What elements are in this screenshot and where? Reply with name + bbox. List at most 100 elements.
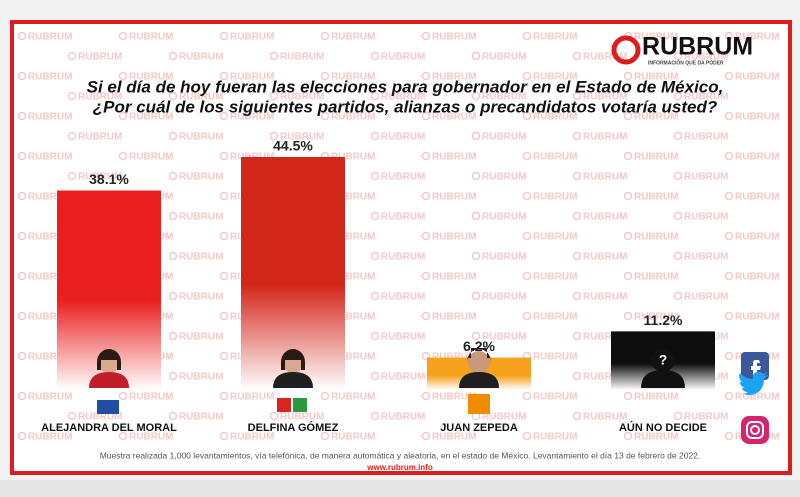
watermark: RUBRUM: [684, 132, 728, 143]
watermark-icon: [421, 111, 431, 121]
watermark-icon: [168, 171, 178, 181]
watermark: RUBRUM: [583, 372, 627, 383]
watermark: RUBRUM: [533, 432, 577, 443]
instagram-glyph: [746, 421, 764, 439]
watermark-icon: [522, 111, 532, 121]
watermark-icon: [724, 391, 734, 401]
watermark: RUBRUM: [583, 52, 627, 63]
watermark-icon: [572, 211, 582, 221]
watermark-icon: [421, 311, 431, 321]
watermark-icon: [168, 291, 178, 301]
watermark-icon: [17, 151, 27, 161]
watermark: RUBRUM: [78, 412, 122, 423]
watermark: RUBRUM: [179, 52, 223, 63]
watermark: RUBRUM: [482, 252, 526, 263]
watermark-icon: [623, 231, 633, 241]
watermark: RUBRUM: [129, 392, 173, 403]
watermark: RUBRUM: [634, 192, 678, 203]
watermark: RUBRUM: [78, 52, 122, 63]
watermark: RUBRUM: [28, 72, 72, 83]
party-badge: [468, 394, 490, 414]
watermark: RUBRUM: [179, 172, 223, 183]
watermark-icon: [471, 51, 481, 61]
watermark: RUBRUM: [533, 232, 577, 243]
watermark: RUBRUM: [432, 152, 476, 163]
watermark: RUBRUM: [684, 292, 728, 303]
watermark-icon: [219, 431, 229, 441]
watermark-icon: [623, 191, 633, 201]
watermark: RUBRUM: [432, 232, 476, 243]
watermark-icon: [17, 111, 27, 121]
footnote: Muestra realizada 1,000 levantamientos, …: [100, 450, 701, 460]
party-badge: [97, 400, 119, 414]
watermark-icon: [17, 31, 27, 41]
watermark: RUBRUM: [634, 152, 678, 163]
watermark-icon: [522, 151, 532, 161]
watermark: RUBRUM: [28, 152, 72, 163]
watermark-icon: [219, 191, 229, 201]
category-label: JUAN ZEPEDA: [440, 422, 518, 434]
watermark: RUBRUM: [331, 32, 375, 43]
watermark-icon: [67, 51, 77, 61]
watermark-icon: [370, 131, 380, 141]
logo-tagline: INFORMACIÓN QUE DA PODER: [648, 58, 724, 66]
watermark: RUBRUM: [482, 52, 526, 63]
watermark: RUBRUM: [634, 72, 678, 83]
watermark: RUBRUM: [634, 392, 678, 403]
watermark-icon: [370, 291, 380, 301]
value-label: 11.2%: [644, 312, 683, 328]
watermark-icon: [168, 91, 178, 101]
watermark: RUBRUM: [432, 272, 476, 283]
watermark: RUBRUM: [735, 152, 779, 163]
watermark: RUBRUM: [583, 412, 627, 423]
watermark-icon: [623, 111, 633, 121]
watermark: RUBRUM: [735, 32, 779, 43]
watermark-icon: [67, 91, 77, 101]
watermark-icon: [269, 91, 279, 101]
watermark: RUBRUM: [381, 372, 425, 383]
watermark-icon: [724, 231, 734, 241]
watermark-icon: [522, 71, 532, 81]
category-label: ALEJANDRA DEL MORAL: [41, 422, 177, 434]
twitter-icon: [739, 371, 768, 396]
watermark: RUBRUM: [583, 252, 627, 263]
watermark-icon: [168, 331, 178, 341]
watermark-icon: [724, 311, 734, 321]
watermark-icon: [572, 291, 582, 301]
watermark: RUBRUM: [331, 152, 375, 163]
portrait-hair: [97, 349, 121, 370]
watermark-icon: [421, 351, 431, 361]
watermark-icon: [320, 431, 330, 441]
watermark-icon: [421, 231, 431, 241]
watermark-icon: [67, 411, 77, 421]
watermark-icon: [673, 51, 683, 61]
watermark: RUBRUM: [280, 52, 324, 63]
watermark-icon: [320, 111, 330, 121]
watermark: RUBRUM: [533, 312, 577, 323]
watermark-icon: [168, 371, 178, 381]
watermark-icon: [724, 111, 734, 121]
watermark: RUBRUM: [533, 112, 577, 123]
watermark: RUBRUM: [28, 432, 72, 443]
portrait-body: [273, 372, 313, 388]
watermark: RUBRUM: [179, 92, 223, 103]
portrait-head: [468, 351, 490, 373]
watermark-icon: [370, 331, 380, 341]
watermark: RUBRUM: [684, 412, 728, 423]
watermark-icon: [118, 151, 128, 161]
watermark-icon: [623, 271, 633, 281]
watermark: RUBRUM: [179, 212, 223, 223]
watermark: RUBRUM: [129, 112, 173, 123]
watermark: RUBRUM: [230, 432, 274, 443]
watermark: RUBRUM: [78, 132, 122, 143]
value-label: 38.1%: [89, 171, 129, 187]
watermark: RUBRUM: [735, 312, 779, 323]
watermark-icon: [320, 71, 330, 81]
watermark: RUBRUM: [634, 112, 678, 123]
watermark-icon: [623, 431, 633, 441]
watermark-icon: [471, 91, 481, 101]
watermark: RUBRUM: [28, 32, 72, 43]
watermark: RUBRUM: [381, 332, 425, 343]
watermark: RUBRUM: [381, 132, 425, 143]
